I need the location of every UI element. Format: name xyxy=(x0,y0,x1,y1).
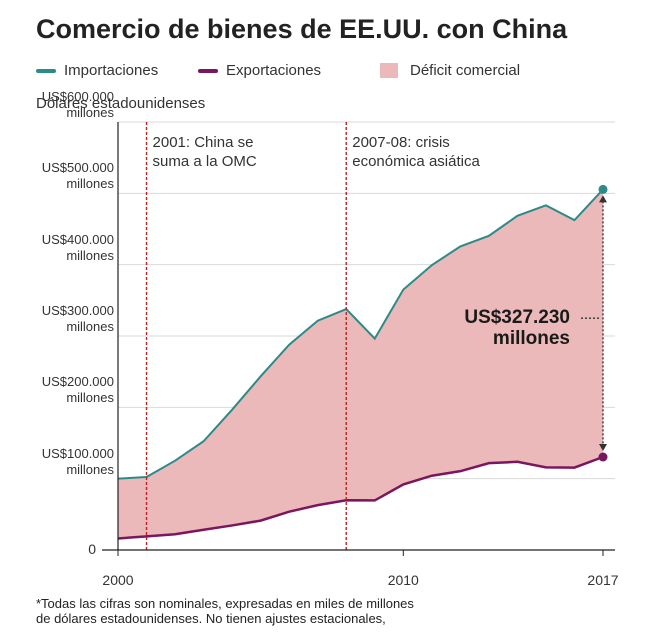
y-tick-label-6-line-1: millones xyxy=(66,105,114,120)
exports-endpoint xyxy=(598,452,608,462)
y-tick-label-2-line-1: millones xyxy=(66,390,114,406)
legend-item-imports: Importaciones xyxy=(36,62,158,79)
difference-label-line-1: millones xyxy=(492,328,570,350)
y-tick-label-0-line-0: 0 xyxy=(88,541,96,557)
x-tick-label-2010: 2010 xyxy=(387,572,419,588)
imports-swatch xyxy=(36,68,56,73)
legend-label-imports: Importaciones xyxy=(64,62,159,79)
y-tick-label-4: US$400.000 millones xyxy=(8,232,114,264)
y-tick-label-3-line-1: millones xyxy=(66,319,114,334)
y-tick-label-5-line-1: millones xyxy=(66,176,114,192)
deficit-swatch xyxy=(380,63,398,78)
y-tick-label-3: US$300.000 millones xyxy=(8,303,114,335)
annotation-label-1-line-1: económica asiática xyxy=(352,153,480,170)
legend-label-deficit: Déficit comercial xyxy=(410,62,521,79)
annotation-label-1: 2007-08: crisis económica asiática xyxy=(352,133,532,171)
chart-title: Comercio de bienes de EE.UU. con China xyxy=(36,14,568,44)
y-tick-label-0: 0 xyxy=(60,541,96,557)
y-tick-label-1-line-1: millones xyxy=(66,461,114,477)
exports-swatch xyxy=(198,68,218,73)
annotation-label-0: 2001: China se suma a la OMC xyxy=(153,133,333,171)
x-tick-label-2000: 2000 xyxy=(102,572,134,588)
y-tick-label-5-line-0: US$500.000 xyxy=(41,160,114,176)
y-tick-label-1: US$100.000 millones xyxy=(8,446,114,478)
legend-item-exports: Exportaciones xyxy=(198,62,321,79)
imports-endpoint xyxy=(598,184,608,194)
y-tick-label-2: US$200.000 millones xyxy=(8,374,114,406)
y-tick-label-4-line-0: US$400.000 xyxy=(41,231,114,247)
y-tick-label-2-line-0: US$200.000 xyxy=(41,374,114,390)
difference-label: US$327.230 millones xyxy=(420,307,570,349)
annotation-label-0-line-0: 2001: China se xyxy=(152,134,254,151)
units-label: Dólares estadounidenses xyxy=(36,95,206,112)
deficit-area xyxy=(118,189,603,539)
y-tick-label-1-line-0: US$100.000 xyxy=(41,445,114,461)
footnote-line-2: de dólares estadounidenses. No tienen aj… xyxy=(36,611,386,626)
y-tick-label-3-line-0: US$300.000 xyxy=(41,303,114,318)
y-tick-label-6-line-0: US$600.000 xyxy=(41,89,114,104)
legend-label-exports: Exportaciones xyxy=(226,62,322,79)
y-tick-label-6: US$600.000 millones xyxy=(8,89,114,121)
difference-arrow-head-bottom xyxy=(599,444,607,452)
y-tick-label-5: US$500.000 millones xyxy=(8,160,114,192)
annotation-label-0-line-1: suma a la OMC xyxy=(152,153,257,170)
exports-line xyxy=(117,455,604,540)
difference-label-line-0: US$327.230 xyxy=(464,307,570,329)
imports-line xyxy=(117,188,604,480)
annotation-label-1-line-0: 2007-08: crisis xyxy=(352,134,450,151)
legend-item-deficit: Déficit comercial xyxy=(380,62,520,79)
footnote: *Todas las cifras son nominales, expresa… xyxy=(36,596,596,626)
x-tick-label-2017: 2017 xyxy=(587,572,619,588)
y-tick-label-4-line-1: millones xyxy=(66,247,114,263)
difference-arrow-head-top xyxy=(599,195,607,203)
footnote-line-1: *Todas las cifras son nominales, expresa… xyxy=(36,596,414,611)
